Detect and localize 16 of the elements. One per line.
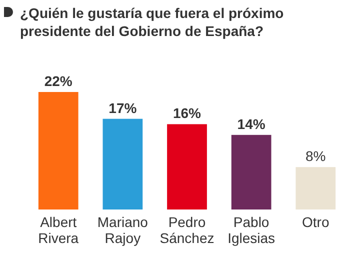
x-tick-label: Albert Rivera [38,214,79,246]
data-label: 16% [172,105,202,122]
x-tick-label: Mariano Rajoy [97,214,148,246]
bar [231,134,272,210]
chart-title: ¿Quién le gustaría que fuera el próximo presidente del Gobierno de España? [20,5,284,39]
data-label: 8% [306,148,326,164]
x-tick-label: Pedro Sánchez [160,214,214,246]
bar [296,167,336,210]
data-label: 14% [237,116,266,132]
bar [38,92,78,210]
data-label: 17% [108,100,138,116]
data-label: 22% [44,73,73,89]
bar [102,118,143,210]
x-tick-label: Pablo Iglesias [228,214,276,246]
x-tick-label: Otro [302,214,330,230]
bar [167,124,207,210]
